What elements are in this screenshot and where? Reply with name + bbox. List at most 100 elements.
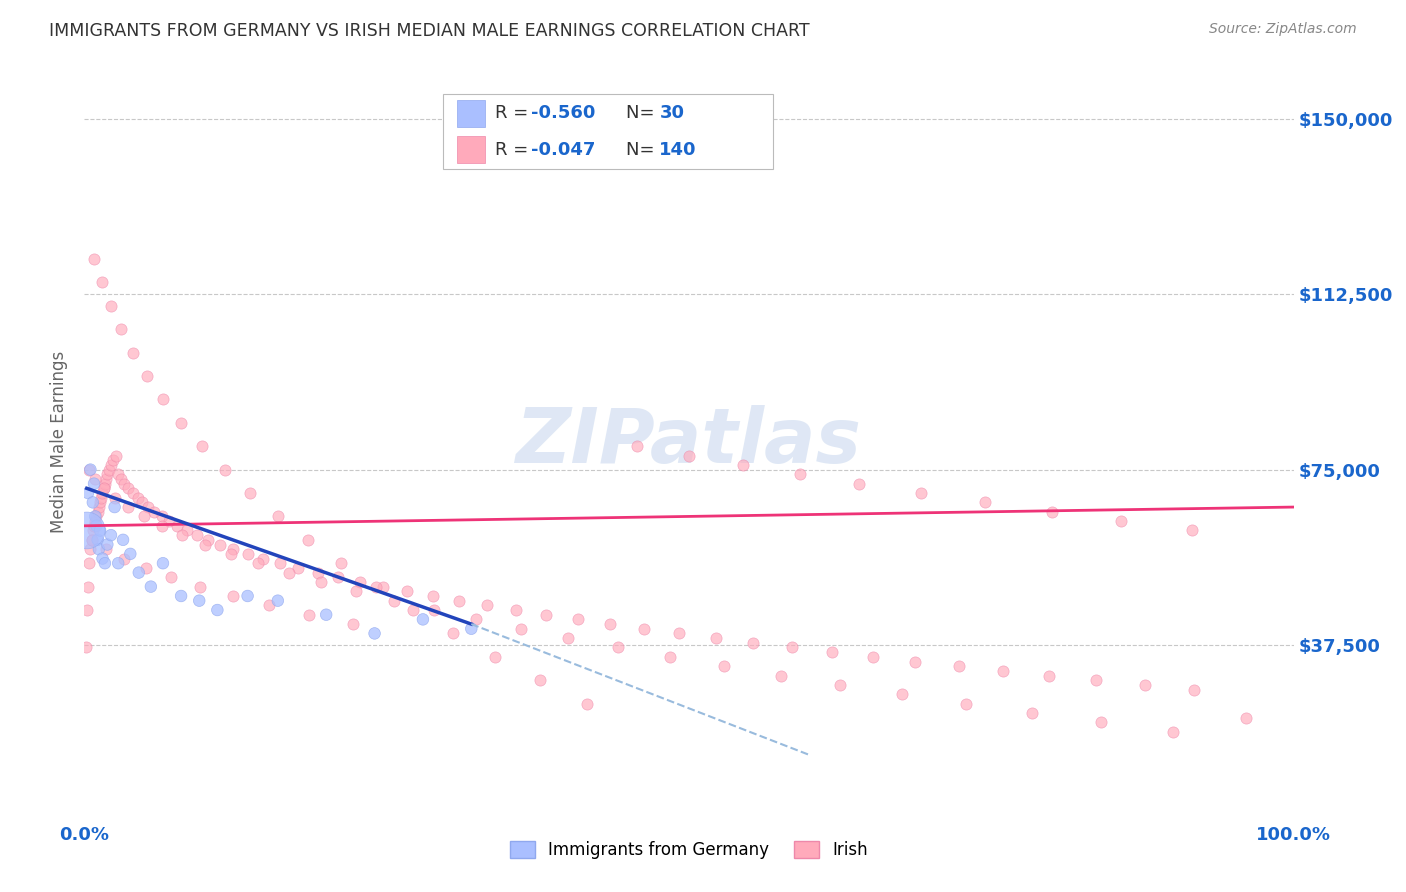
Point xyxy=(269,556,291,570)
Point xyxy=(112,476,135,491)
Point xyxy=(84,472,107,486)
Point xyxy=(1021,706,1043,720)
Point xyxy=(412,612,434,626)
Point xyxy=(484,649,506,664)
Point xyxy=(79,462,101,476)
Point xyxy=(76,603,98,617)
Point xyxy=(422,589,444,603)
Point xyxy=(208,537,231,551)
Point xyxy=(75,640,97,655)
Point xyxy=(904,655,927,669)
Point xyxy=(86,505,108,519)
Point xyxy=(315,607,337,622)
Text: N=: N= xyxy=(626,104,659,122)
Point xyxy=(104,500,127,514)
Point xyxy=(93,481,115,495)
Point xyxy=(110,472,132,486)
Point xyxy=(104,449,127,463)
Point xyxy=(170,589,193,603)
Point xyxy=(287,561,309,575)
Point xyxy=(82,495,104,509)
Point xyxy=(252,551,274,566)
Text: IMMIGRANTS FROM GERMANY VS IRISH MEDIAN MALE EARNINGS CORRELATION CHART: IMMIGRANTS FROM GERMANY VS IRISH MEDIAN … xyxy=(49,22,810,40)
Point xyxy=(1090,715,1112,730)
Point xyxy=(194,537,217,551)
Point xyxy=(1161,724,1184,739)
Point xyxy=(475,599,498,613)
Point xyxy=(1040,505,1063,519)
Point xyxy=(713,659,735,673)
Point xyxy=(87,542,110,557)
Text: R =: R = xyxy=(495,104,534,122)
Point xyxy=(112,551,135,566)
Point xyxy=(91,486,114,500)
Point xyxy=(100,299,122,313)
Point xyxy=(86,518,108,533)
Point xyxy=(103,453,125,467)
Point xyxy=(576,697,599,711)
Point xyxy=(86,509,108,524)
Y-axis label: Median Male Earnings: Median Male Earnings xyxy=(51,351,69,533)
Point xyxy=(84,509,107,524)
Point xyxy=(176,524,198,538)
Point xyxy=(89,524,111,538)
Point xyxy=(267,509,290,524)
Point xyxy=(848,476,870,491)
Point xyxy=(150,518,173,533)
Point xyxy=(96,467,118,482)
Point xyxy=(704,631,727,645)
Point xyxy=(247,556,270,570)
Point xyxy=(83,476,105,491)
Point xyxy=(219,547,242,561)
Point xyxy=(862,649,884,664)
Point xyxy=(441,626,464,640)
Point xyxy=(152,556,174,570)
Point xyxy=(190,580,212,594)
Point xyxy=(626,439,648,453)
Point xyxy=(121,486,143,500)
Point xyxy=(342,617,364,632)
Point xyxy=(188,593,211,607)
Point xyxy=(890,687,912,701)
Point xyxy=(1109,514,1132,528)
Point xyxy=(150,509,173,524)
Point xyxy=(509,622,531,636)
Point xyxy=(536,607,558,622)
Point xyxy=(993,664,1015,678)
Point xyxy=(910,486,932,500)
Point xyxy=(117,481,139,495)
Point xyxy=(658,649,681,664)
Point xyxy=(83,518,105,533)
Point xyxy=(239,486,262,500)
Point xyxy=(328,570,350,584)
Point xyxy=(382,593,405,607)
Point xyxy=(190,439,212,453)
Point xyxy=(87,500,110,514)
Point xyxy=(449,593,471,607)
Point xyxy=(222,542,245,557)
Point xyxy=(236,547,259,561)
Point xyxy=(94,472,117,486)
Point xyxy=(789,467,811,482)
Point xyxy=(349,574,371,589)
Point xyxy=(423,603,446,617)
Point xyxy=(371,580,394,594)
Point xyxy=(77,462,100,476)
Point xyxy=(135,561,157,575)
Point xyxy=(259,599,281,613)
Text: -0.560: -0.560 xyxy=(531,104,596,122)
Text: ZIPatlas: ZIPatlas xyxy=(516,405,862,478)
Point xyxy=(143,505,166,519)
Point xyxy=(948,659,970,673)
Point xyxy=(742,636,765,650)
Point xyxy=(107,556,129,570)
Point xyxy=(460,622,482,636)
Point xyxy=(465,612,488,626)
Point xyxy=(97,462,120,476)
Point xyxy=(567,612,589,626)
Point xyxy=(138,500,160,514)
Point xyxy=(82,524,104,538)
Point xyxy=(396,584,419,599)
Point xyxy=(1085,673,1108,688)
Point xyxy=(1181,524,1204,538)
